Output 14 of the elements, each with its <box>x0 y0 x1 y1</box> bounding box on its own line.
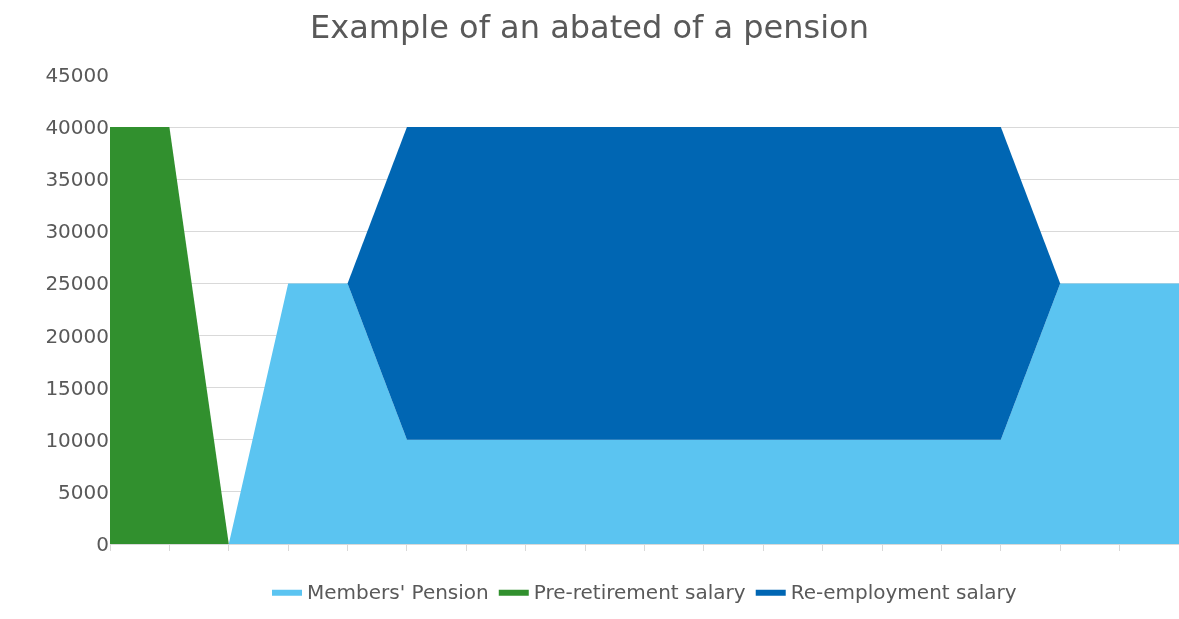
y-tick-label: 10000 <box>45 427 109 452</box>
y-tick-label: 45000 <box>45 63 109 87</box>
y-tick-label: 30000 <box>45 219 109 244</box>
legend-label: Pre-retirement salary <box>533 580 746 605</box>
y-tick-label: 40000 <box>45 115 109 140</box>
legend-label: Re-employment salary <box>790 580 1017 605</box>
y-tick-label: 25000 <box>45 271 109 296</box>
legend-label: Members' Pension <box>307 580 489 605</box>
y-tick-label: 35000 <box>45 167 109 192</box>
y-tick-label: 0 <box>96 532 109 556</box>
chart-title: Example of an abated of a pension <box>310 7 869 46</box>
y-tick-label: 15000 <box>45 375 109 400</box>
y-tick-label: 5000 <box>58 479 109 504</box>
y-tick-label: 20000 <box>45 323 109 348</box>
